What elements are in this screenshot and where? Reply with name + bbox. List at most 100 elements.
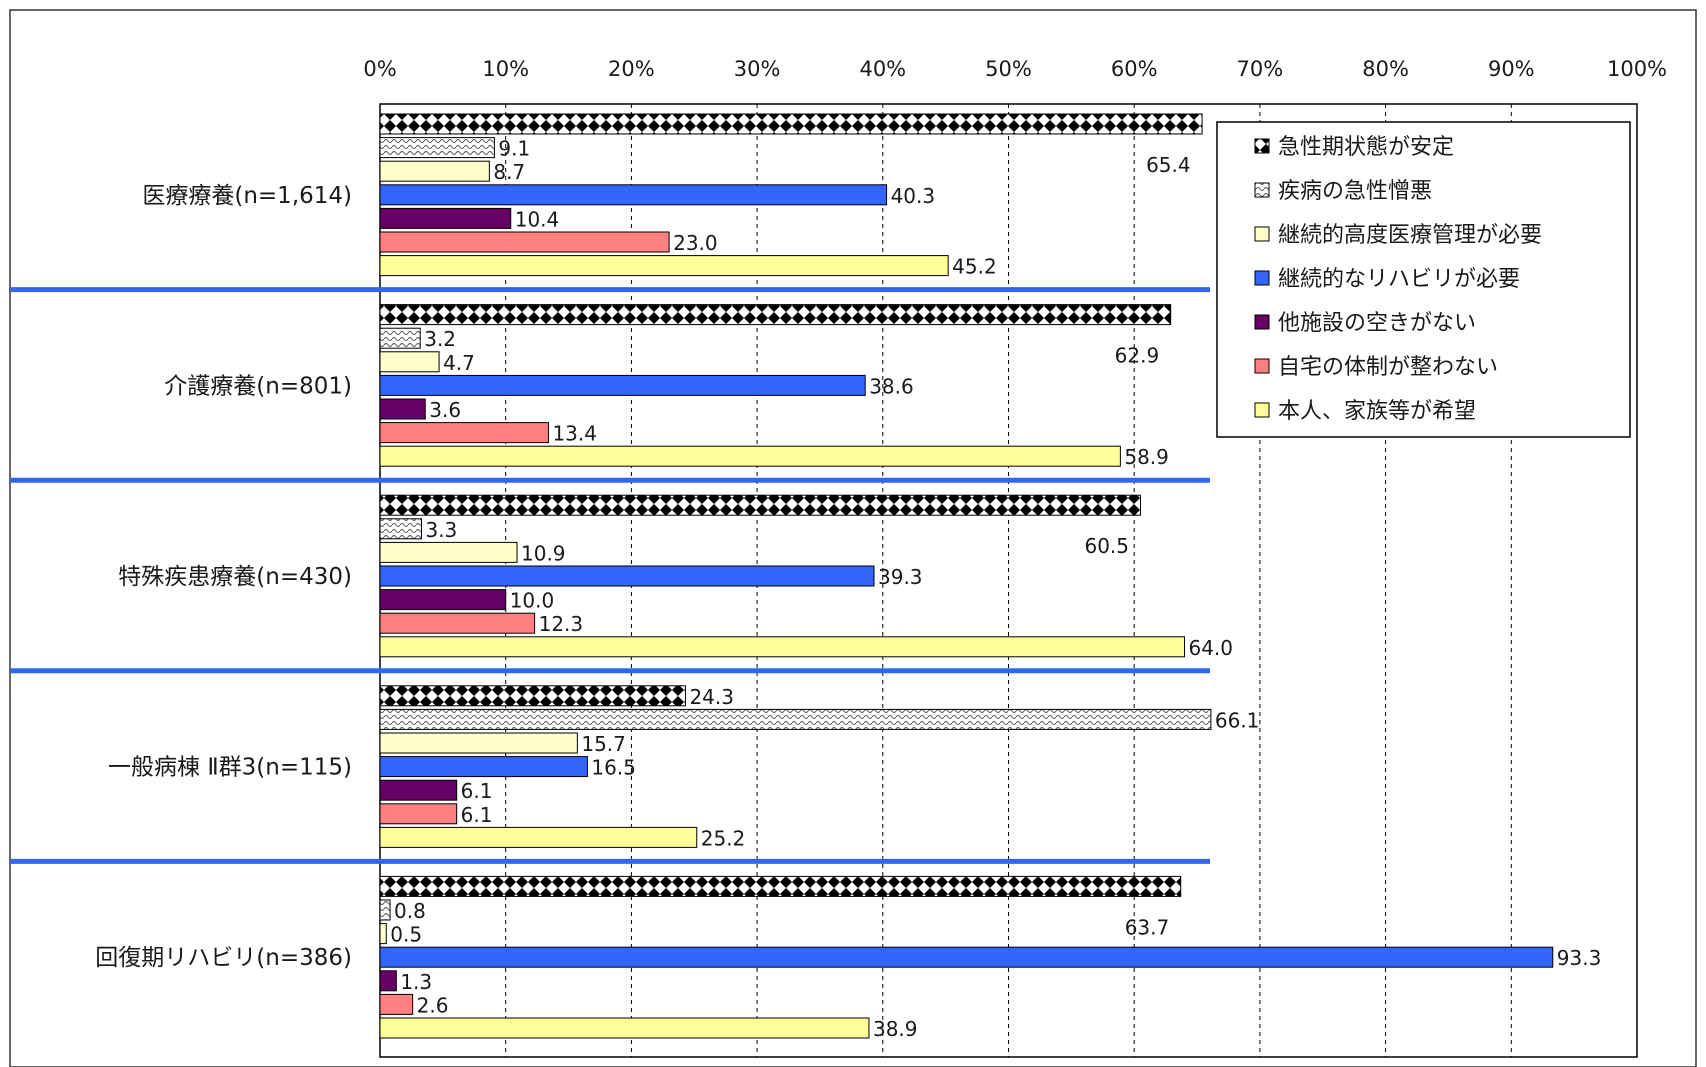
data-label: 10.9	[521, 541, 566, 565]
category-label: 特殊疾患療養(n=430)	[118, 564, 352, 590]
data-label: 66.1	[1215, 708, 1260, 732]
category-labels: 医療療養(n=1,614) 介護療養(n=801) 特殊疾患療養(n=430) 一般病…	[95, 183, 352, 971]
category-label: 介護療養(n=801)	[164, 373, 352, 399]
legend-entry: 継続的なリハビリが必要	[1278, 267, 1520, 292]
data-label: 64.0	[1188, 636, 1233, 660]
data-label: 15.7	[581, 732, 626, 756]
x-tick-label: 40%	[859, 57, 906, 81]
category-label: 医療療養(n=1,614)	[142, 183, 352, 209]
bar	[379, 398, 426, 420]
bar	[379, 993, 414, 1015]
category-label: 回復期リハビリ(n=386)	[95, 945, 352, 971]
bar	[379, 732, 578, 754]
data-label: 16.5	[591, 756, 636, 780]
bar	[379, 923, 387, 945]
x-axis-ticks: 0% 10% 20% 30% 40% 50% 60% 70% 80% 90% 100%	[363, 57, 1667, 81]
bar	[379, 803, 458, 825]
legend-box	[1216, 121, 1631, 438]
bar-marks	[379, 113, 1554, 1039]
bar	[379, 327, 421, 349]
bar	[379, 351, 440, 373]
legend-swatch	[1254, 182, 1270, 198]
data-label: 45.2	[952, 255, 997, 279]
data-label: 13.4	[552, 422, 597, 446]
bar	[379, 612, 536, 634]
data-label: 3.2	[424, 327, 456, 351]
bar	[379, 445, 1121, 467]
bar	[379, 422, 549, 444]
data-label: 23.0	[673, 231, 718, 255]
data-label: 60.5	[1084, 534, 1129, 558]
x-tick-label: 50%	[985, 57, 1032, 81]
data-label: 10.4	[515, 207, 560, 231]
bar	[379, 304, 1172, 326]
x-tick-label: 20%	[608, 57, 655, 81]
category-label: 一般病棟 Ⅱ群3(n=115)	[108, 755, 352, 781]
legend-swatch	[1254, 226, 1270, 242]
bar	[379, 875, 1182, 897]
data-label: 6.1	[461, 779, 493, 803]
data-label: 62.9	[1115, 344, 1160, 368]
bar	[379, 565, 875, 587]
legend-entry: 本人、家族等が希望	[1278, 399, 1476, 424]
legend-entry: 他施設の空きがない	[1278, 311, 1476, 336]
legend: 急性期状態が安定疾病の急性憎悪継続的高度医療管理が必要継続的なリハビリが必要他施…	[1216, 121, 1631, 438]
data-label: 0.5	[390, 923, 422, 947]
bar	[379, 541, 518, 563]
x-tick-label: 60%	[1111, 57, 1158, 81]
data-label: 39.3	[878, 565, 923, 589]
data-label: 0.8	[394, 899, 426, 923]
data-label: 65.4	[1146, 153, 1191, 177]
data-labels: 65.4 9.18.7 40.3 10.4 23.0 45.2 62.9 3.24.7 38.6…	[390, 137, 1601, 1041]
group-separators	[10, 287, 1210, 864]
x-tick-label: 70%	[1237, 57, 1284, 81]
data-label: 24.3	[689, 685, 734, 709]
bar	[379, 899, 391, 921]
x-tick-label: 90%	[1488, 57, 1535, 81]
bar	[379, 207, 512, 229]
legend-swatch	[1254, 270, 1270, 286]
bar	[379, 374, 866, 396]
data-label: 2.6	[417, 993, 449, 1017]
legend-swatch	[1254, 358, 1270, 374]
bar	[379, 708, 1212, 730]
grid-lines	[505, 104, 1512, 1057]
data-label: 63.7	[1125, 915, 1170, 939]
x-tick-label: 100%	[1607, 57, 1667, 81]
legend-swatch	[1254, 402, 1270, 418]
legend-entry: 疾病の急性憎悪	[1278, 179, 1432, 204]
legend-swatch	[1254, 138, 1270, 154]
bar	[379, 184, 888, 206]
data-label: 9.1	[498, 137, 530, 161]
data-label: 38.6	[869, 374, 914, 398]
bar	[379, 137, 495, 159]
bar	[379, 685, 686, 707]
bar	[379, 636, 1185, 658]
data-label: 40.3	[891, 184, 936, 208]
legend-entry: 急性期状態が安定	[1278, 135, 1454, 160]
bar	[379, 518, 422, 540]
bar	[379, 1017, 870, 1039]
data-label: 93.3	[1557, 946, 1602, 970]
x-tick-label: 0%	[363, 57, 396, 81]
data-label: 10.0	[510, 589, 555, 613]
legend-swatch	[1254, 314, 1270, 330]
data-label: 38.9	[873, 1017, 918, 1041]
bar	[379, 160, 490, 182]
x-tick-label: 10%	[482, 57, 529, 81]
bar	[379, 779, 458, 801]
bar	[379, 255, 949, 277]
data-label: 1.3	[400, 970, 432, 994]
bar	[379, 826, 698, 848]
x-tick-label: 80%	[1362, 57, 1409, 81]
bar	[379, 494, 1141, 516]
data-label: 3.3	[425, 518, 457, 542]
data-label: 25.2	[701, 826, 746, 850]
bar	[379, 589, 507, 611]
bar	[379, 231, 670, 253]
data-label: 8.7	[493, 160, 525, 184]
x-tick-label: 30%	[734, 57, 781, 81]
data-label: 58.9	[1124, 445, 1169, 469]
data-label: 12.3	[539, 612, 584, 636]
